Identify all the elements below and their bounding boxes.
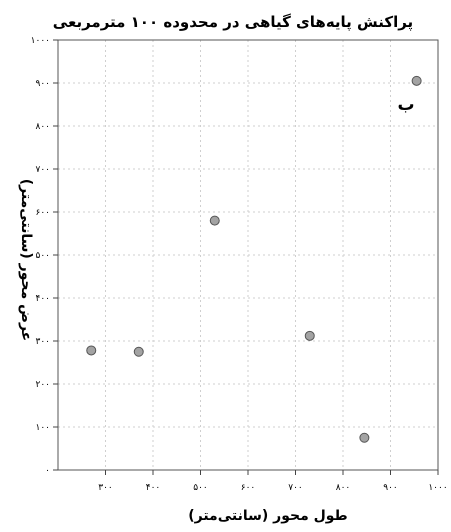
x-tick-label: ۴۰۰ xyxy=(146,483,161,493)
y-tick-label: ۹۰۰ xyxy=(35,79,50,89)
data-point xyxy=(133,346,144,357)
y-tick-label: ۵۰۰ xyxy=(35,251,50,261)
x-tick-label: ۶۰۰ xyxy=(241,483,256,493)
x-axis-label: طول محور (سانتی‌متر) xyxy=(188,508,348,524)
x-tick-label: ۷۰۰ xyxy=(288,483,303,493)
data-point xyxy=(86,345,97,356)
x-tick-label: ۸۰۰ xyxy=(336,483,351,493)
x-tick-label: ۹۰۰ xyxy=(383,483,398,493)
y-tick-label: ۲۰۰ xyxy=(35,380,50,390)
data-point xyxy=(411,75,422,86)
y-tick-label: ۳۰۰ xyxy=(35,337,50,347)
x-tick-label: ۱۰۰۰ xyxy=(428,483,447,493)
y-tick-label: ۰ xyxy=(45,466,50,476)
data-point xyxy=(359,432,370,443)
y-tick-label: ۶۰۰ xyxy=(35,208,50,218)
y-axis-label: عرض محور (سانتی‌متر) xyxy=(18,179,34,342)
x-tick-label: ۳۰۰ xyxy=(98,483,113,493)
y-tick-label: ۱۰۰ xyxy=(35,423,50,433)
y-tick-label: ۴۰۰ xyxy=(35,294,50,304)
axis-ticks xyxy=(53,39,439,475)
y-tick-label: ۱۰۰۰ xyxy=(31,36,50,46)
y-tick-label: ۸۰۰ xyxy=(35,122,50,132)
data-point xyxy=(304,330,315,341)
chart-title: پراکنش پایه‌های گیاهی در محدوده ۱۰۰ مترم… xyxy=(53,13,413,32)
data-point xyxy=(209,215,220,226)
y-tick-labels: ۰ ۱۰۰ ۲۰۰ ۳۰۰ ۴۰۰ ۵۰۰ ۶۰۰ ۷۰۰ ۸۰۰ ۹۰۰ ۱۰۰۰ xyxy=(31,36,50,476)
x-tick-labels: ۳۰۰ ۴۰۰ ۵۰۰ ۶۰۰ ۷۰۰ ۸۰۰ ۹۰۰ ۱۰۰۰ xyxy=(98,483,447,493)
data-points xyxy=(86,75,422,443)
panel-label: ب xyxy=(397,95,414,115)
x-tick-label: ۵۰۰ xyxy=(193,483,208,493)
y-tick-label: ۷۰۰ xyxy=(35,165,50,175)
grid-lines xyxy=(58,40,438,470)
